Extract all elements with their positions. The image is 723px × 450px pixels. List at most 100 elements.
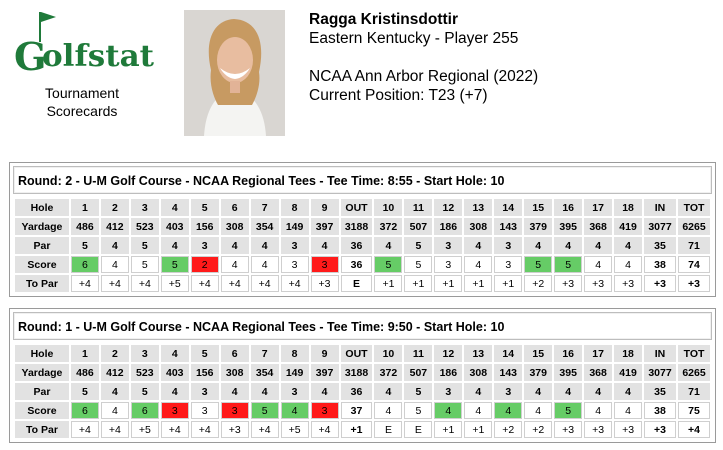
score-cell-tot: 74 [678, 256, 710, 273]
hole-cell-2: 2 [100, 199, 129, 216]
spacer [309, 48, 538, 67]
topar-cell-3: +4 [130, 275, 159, 292]
par-cell-2: 4 [100, 237, 129, 254]
topar-cell-17: +3 [584, 275, 613, 292]
hole-cell-8: 8 [280, 345, 309, 362]
yardage-cell-7: 354 [250, 218, 279, 235]
hole-cell-12: 12 [434, 345, 463, 362]
par-cell-8: 3 [280, 237, 309, 254]
score-cell-18: 4 [614, 256, 643, 273]
yardage-cell-11: 507 [404, 218, 433, 235]
player-name: Ragga Kristinsdottir [309, 11, 458, 28]
yardage-cell-6: 308 [220, 218, 249, 235]
yardage-cell-15: 379 [524, 364, 553, 381]
topar-cell-5: +4 [190, 421, 219, 438]
par-cell-7: 4 [250, 237, 279, 254]
yardage-cell-16: 395 [554, 364, 583, 381]
player-team: Eastern Kentucky - Player 255 [309, 30, 519, 47]
topar-cell-tot: +3 [678, 275, 710, 292]
yardage-cell-5: 156 [190, 364, 219, 381]
hole-cell-tot: TOT [678, 345, 710, 362]
topar-cell-12: +1 [434, 275, 463, 292]
score-cell-4: 5 [160, 256, 189, 273]
topar-cell-13: +1 [464, 421, 493, 438]
par-cell-13: 4 [464, 237, 493, 254]
topar-cell-5: +4 [190, 275, 219, 292]
par-cell-16: 4 [554, 383, 583, 400]
par-cell-14: 3 [494, 383, 523, 400]
par-cell-out: 36 [340, 237, 373, 254]
yardage-cell-1: 486 [70, 364, 99, 381]
par-cell-17: 4 [584, 383, 613, 400]
topar-cell-12: +1 [434, 421, 463, 438]
score-cell-1: 6 [70, 256, 99, 273]
par-cell-in: 35 [644, 383, 676, 400]
yardage-cell-in: 3077 [644, 218, 676, 235]
score-cell-15: 5 [524, 256, 553, 273]
par-cell-3: 5 [130, 383, 159, 400]
topar-cell-16: +3 [554, 275, 583, 292]
topar-cell-6: +3 [220, 421, 249, 438]
player-photo [184, 10, 285, 136]
par-cell-15: 4 [524, 237, 553, 254]
yardage-cell-6: 308 [220, 364, 249, 381]
score-cell-3: 6 [130, 402, 159, 419]
yardage-cell-16: 395 [554, 218, 583, 235]
yardage-row: Yardage 486 412 523 403 156 308 354 149 397 3188 37… [15, 218, 710, 235]
topar-cell-14: +2 [494, 421, 523, 438]
hole-cell-3: 3 [130, 199, 159, 216]
topar-cell-8: +5 [280, 421, 309, 438]
hole-cell-2: 2 [100, 345, 129, 362]
par-cell-1: 5 [70, 383, 99, 400]
golfstat-logo[interactable]: G olfstat Tournament Scorecards [12, 8, 162, 128]
hole-cell-16: 16 [554, 345, 583, 362]
score-cell-15: 4 [524, 402, 553, 419]
topar-cell-7: +4 [250, 275, 279, 292]
yardage-cell-14: 143 [494, 218, 523, 235]
par-cell-11: 5 [404, 383, 433, 400]
par-cell-1: 5 [70, 237, 99, 254]
yardage-cell-13: 308 [464, 364, 493, 381]
par-label: Par [15, 383, 69, 400]
hole-cell-14: 14 [494, 199, 523, 216]
yardage-cell-18: 419 [614, 364, 643, 381]
score-cell-10: 5 [374, 256, 403, 273]
topar-cell-4: +4 [160, 421, 189, 438]
par-cell-6: 4 [220, 237, 249, 254]
par-cell-6: 4 [220, 383, 249, 400]
yardage-cell-3: 523 [130, 218, 159, 235]
score-cell-2: 4 [100, 402, 129, 419]
score-cell-16: 5 [554, 402, 583, 419]
topar-cell-3: +5 [130, 421, 159, 438]
yardage-cell-15: 379 [524, 218, 553, 235]
score-cell-5: 2 [190, 256, 219, 273]
score-cell-out: 36 [340, 256, 373, 273]
hole-cell-14: 14 [494, 345, 523, 362]
caption-line-2: Scorecards [46, 103, 118, 119]
hole-label: Hole [15, 199, 69, 216]
yardage-cell-7: 354 [250, 364, 279, 381]
score-cell-8: 4 [280, 402, 309, 419]
hole-cell-5: 5 [190, 345, 219, 362]
caption-line-1: Tournament [45, 85, 119, 101]
yardage-cell-2: 412 [100, 218, 129, 235]
hole-cell-4: 4 [160, 345, 189, 362]
topar-cell-10: +1 [374, 275, 403, 292]
topar-cell-11: E [404, 421, 433, 438]
hole-cell-10: 10 [374, 345, 403, 362]
par-label: Par [15, 237, 69, 254]
topar-cell-1: +4 [70, 275, 99, 292]
hole-cell-11: 11 [404, 199, 433, 216]
hole-cell-6: 6 [220, 345, 249, 362]
score-cell-10: 4 [374, 402, 403, 419]
to-par-row: To Par +4 +4 +4 +5 +4 +4 +4 +4 +3 E +1 +1 +1 +1 +1 +2 +3 +… [15, 275, 710, 292]
yardage-cell-12: 186 [434, 364, 463, 381]
hole-cell-16: 16 [554, 199, 583, 216]
hole-cell-in: IN [644, 345, 676, 362]
hole-cell-tot: TOT [678, 199, 710, 216]
yardage-cell-in: 3077 [644, 364, 676, 381]
hole-cell-4: 4 [160, 199, 189, 216]
hole-cell-1: 1 [70, 345, 99, 362]
score-cell-tot: 75 [678, 402, 710, 419]
hole-cell-5: 5 [190, 199, 219, 216]
